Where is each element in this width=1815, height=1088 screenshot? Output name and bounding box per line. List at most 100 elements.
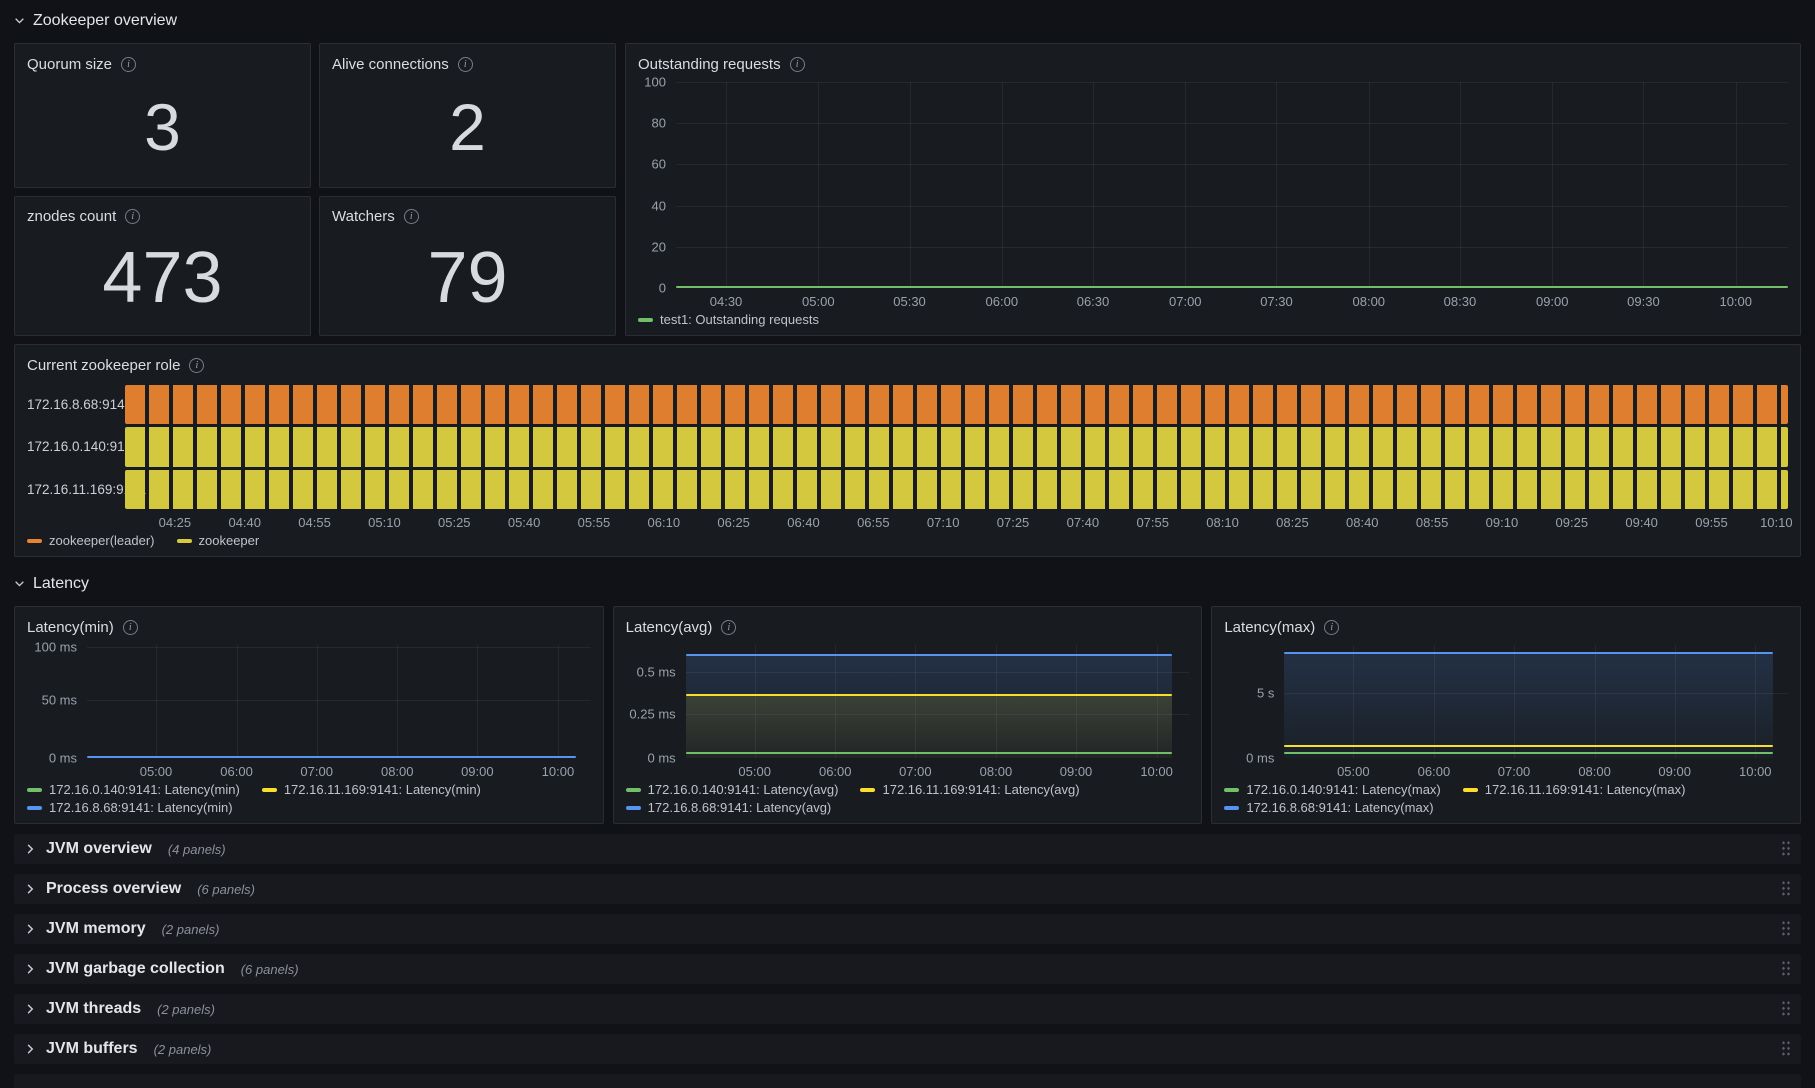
info-icon[interactable]: i xyxy=(789,56,805,72)
series-outstanding-requests xyxy=(676,286,1788,288)
panel-title[interactable]: Quorum size xyxy=(27,55,113,73)
chevron-right-icon xyxy=(24,1043,36,1055)
info-icon[interactable]: i xyxy=(121,56,137,72)
legend-item[interactable]: 172.16.0.140:9141: Latency(max) xyxy=(1224,782,1441,797)
info-icon[interactable]: i xyxy=(403,209,419,225)
info-icon[interactable]: i xyxy=(721,619,737,635)
series-latency-avg-green xyxy=(685,752,1172,755)
legend-item[interactable]: 172.16.8.68:9141: Latency(min) xyxy=(27,800,233,815)
legend-item[interactable]: 172.16.11.169:9141: Latency(avg) xyxy=(860,782,1080,797)
legend-item[interactable]: 172.16.11.169:9141: Latency(min) xyxy=(261,782,481,797)
series-latency-avg-yellow xyxy=(685,693,1172,696)
series-color-dash xyxy=(625,787,641,792)
chevron-right-icon xyxy=(24,923,36,935)
chevron-right-icon xyxy=(24,963,36,975)
series-fill-blue xyxy=(1284,653,1773,758)
plot-area[interactable] xyxy=(1284,645,1789,758)
panel-title[interactable]: Latency(avg) xyxy=(625,618,713,636)
x-axis: 04:25 04:40 04:55 05:10 05:25 05:40 05:5… xyxy=(158,515,1793,530)
panel-title[interactable]: Alive connections xyxy=(332,55,449,73)
panel-title[interactable]: Latency(max) xyxy=(1224,618,1316,636)
series-fill-yellow xyxy=(685,694,1172,758)
timeline-bars-follower[interactable] xyxy=(125,469,1788,509)
chevron-right-icon xyxy=(24,883,36,895)
series-color-dash xyxy=(27,805,42,810)
row-title: Latency xyxy=(33,574,90,592)
x-axis: 04:30 05:00 05:30 06:00 06:30 07:00 07:3… xyxy=(709,294,1753,309)
row-jvm-threads[interactable]: JVM threads (2 panels) xyxy=(14,994,1801,1024)
state-timeline: 172.16.8.68:9141 172.16.0.140:9141 172.1… xyxy=(27,385,1788,509)
panel-latency-min: Latency(min) i 100 ms 50 ms 0 ms xyxy=(14,606,604,824)
info-icon[interactable]: i xyxy=(457,56,473,72)
row-latency[interactable]: Latency xyxy=(14,573,1801,594)
info-icon[interactable]: i xyxy=(189,357,205,373)
panel-title[interactable]: Watchers xyxy=(332,208,395,226)
info-icon[interactable]: i xyxy=(125,209,141,225)
row-title: Zookeeper overview xyxy=(33,11,178,29)
series-latency-max-blue xyxy=(1284,652,1773,655)
panel-title[interactable]: Current zookeeper role xyxy=(27,356,181,374)
stat-value: 3 xyxy=(144,90,181,165)
row-zookeeper-overview[interactable]: Zookeeper overview xyxy=(14,10,1801,31)
legend-item[interactable]: 172.16.8.68:9141: Latency(max) xyxy=(1224,800,1434,815)
chevron-down-icon xyxy=(14,578,25,589)
series-color-dash xyxy=(1224,787,1240,792)
legend-item[interactable]: 172.16.0.140:9141: Latency(min) xyxy=(27,782,240,797)
x-axis: 05:00 06:00 07:00 08:00 09:00 10:00 xyxy=(738,764,1173,779)
series-color-dash xyxy=(176,538,192,543)
series-latency-avg-blue xyxy=(685,654,1172,657)
series-color-dash xyxy=(1224,805,1240,810)
legend-item[interactable]: zookeeper xyxy=(176,533,259,548)
plot-area[interactable] xyxy=(685,645,1190,758)
info-icon[interactable]: i xyxy=(122,619,138,635)
drag-handle-icon[interactable] xyxy=(1781,960,1791,978)
row-jvm-garbage-collection[interactable]: JVM garbage collection (6 panels) xyxy=(14,954,1801,984)
legend-item[interactable]: 172.16.8.68:9141: Latency(avg) xyxy=(625,800,831,815)
row-collapsed-clipped[interactable] xyxy=(14,1074,1801,1088)
row-process-overview[interactable]: Process overview (6 panels) xyxy=(14,874,1801,904)
panel-latency-max: Latency(max) i 5 s 0 ms xyxy=(1211,606,1802,824)
panel-alive-connections: Alive connections i 2 xyxy=(319,43,616,188)
instance-label: 172.16.11.169:9141 xyxy=(27,481,147,497)
timeline-row: 172.16.11.169:9141 xyxy=(27,469,1788,509)
series-color-dash xyxy=(27,787,42,792)
timeline-bars-follower[interactable] xyxy=(125,427,1788,467)
series-latency-max-green xyxy=(1284,751,1773,754)
drag-handle-icon[interactable] xyxy=(1781,920,1791,938)
instance-label: 172.16.8.68:9141 xyxy=(27,397,133,413)
drag-handle-icon[interactable] xyxy=(1781,1040,1791,1058)
y-axis: 100 ms 50 ms 0 ms xyxy=(34,639,77,766)
series-color-dash xyxy=(1462,787,1478,792)
drag-handle-icon[interactable] xyxy=(1781,880,1791,898)
legend-item[interactable]: 172.16.0.140:9141: Latency(avg) xyxy=(625,782,838,797)
chevron-down-icon xyxy=(14,15,25,26)
info-icon[interactable]: i xyxy=(1324,619,1340,635)
panel-title[interactable]: Outstanding requests xyxy=(638,55,781,73)
legend: test1: Outstanding requests xyxy=(638,312,1788,327)
panel-title[interactable]: znodes count xyxy=(27,208,117,226)
series-color-dash xyxy=(261,787,277,792)
y-axis: 5 s 0 ms xyxy=(1246,685,1275,766)
timeline-bars-leader[interactable] xyxy=(125,385,1788,425)
stat-value: 473 xyxy=(102,237,223,318)
stat-value: 79 xyxy=(427,237,508,318)
series-color-dash xyxy=(27,538,42,543)
panel-watchers: Watchers i 79 xyxy=(319,195,616,336)
drag-handle-icon[interactable] xyxy=(1781,1000,1791,1018)
plot-area[interactable] xyxy=(87,645,591,758)
drag-handle-icon[interactable] xyxy=(1781,840,1791,858)
series-fill-blue xyxy=(685,655,1172,758)
latency-panel-grid: Latency(min) i 100 ms 50 ms 0 ms xyxy=(14,606,1802,824)
row-jvm-memory[interactable]: JVM memory (2 panels) xyxy=(14,914,1801,944)
timeline-row: 172.16.8.68:9141 xyxy=(27,385,1788,425)
timeline-row: 172.16.0.140:9141 xyxy=(27,427,1788,467)
row-jvm-overview[interactable]: JVM overview (4 panels) xyxy=(14,834,1801,864)
legend-item[interactable]: zookeeper(leader) xyxy=(27,533,155,548)
legend-item[interactable]: test1: Outstanding requests xyxy=(638,312,819,327)
legend-item[interactable]: 172.16.11.169:9141: Latency(max) xyxy=(1462,782,1685,797)
row-jvm-buffers[interactable]: JVM buffers (2 panels) xyxy=(14,1034,1801,1064)
plot-area[interactable] xyxy=(676,82,1788,288)
panel-title[interactable]: Latency(min) xyxy=(27,618,114,636)
x-axis: 05:00 06:00 07:00 08:00 09:00 10:00 xyxy=(139,764,575,779)
y-axis: 0.5 ms 0.25 ms 0 ms xyxy=(629,664,676,766)
